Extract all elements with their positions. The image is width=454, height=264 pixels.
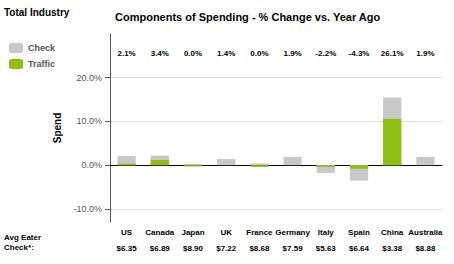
svg-text:Australia: Australia — [408, 228, 443, 237]
svg-text:1.4%: 1.4% — [217, 49, 235, 58]
svg-text:Germany: Germany — [275, 228, 310, 237]
svg-text:Total Industry: Total Industry — [4, 7, 70, 18]
svg-text:Spend: Spend — [52, 113, 63, 144]
svg-text:$8.68: $8.68 — [249, 244, 270, 253]
svg-text:0.0%: 0.0% — [81, 160, 102, 170]
svg-text:Check: Check — [28, 43, 56, 53]
svg-text:1.9%: 1.9% — [283, 49, 301, 58]
svg-text:-4.3%: -4.3% — [349, 49, 370, 58]
svg-text:Components of Spending - % Cha: Components of Spending - % Change vs. Ye… — [115, 11, 381, 23]
svg-text:Traffic: Traffic — [28, 59, 55, 69]
svg-text:Check*:: Check*: — [4, 243, 34, 252]
svg-text:UK: UK — [220, 228, 232, 237]
svg-text:$6.89: $6.89 — [150, 244, 171, 253]
svg-text:Italy: Italy — [318, 228, 335, 237]
svg-text:$6.35: $6.35 — [117, 244, 138, 253]
svg-text:$8.90: $8.90 — [183, 244, 204, 253]
svg-text:26.1%: 26.1% — [381, 49, 404, 58]
svg-text:China: China — [381, 228, 404, 237]
svg-text:France: France — [246, 228, 273, 237]
svg-text:$3.38: $3.38 — [382, 244, 403, 253]
svg-text:Avg Eater: Avg Eater — [4, 233, 41, 242]
svg-text:$8.88: $8.88 — [415, 244, 436, 253]
svg-text:$7.22: $7.22 — [216, 244, 237, 253]
svg-text:2.1%: 2.1% — [117, 49, 135, 58]
svg-text:20.0%: 20.0% — [76, 73, 102, 83]
svg-text:0.0%: 0.0% — [250, 49, 268, 58]
svg-text:-10.0%: -10.0% — [73, 204, 102, 214]
svg-text:Canada: Canada — [145, 228, 174, 237]
svg-text:Japan: Japan — [181, 228, 204, 237]
svg-text:-2.2%: -2.2% — [315, 49, 336, 58]
svg-text:Spain: Spain — [348, 228, 370, 237]
svg-text:10.0%: 10.0% — [76, 116, 102, 126]
svg-text:$6.64: $6.64 — [349, 244, 370, 253]
svg-text:$7.59: $7.59 — [283, 244, 304, 253]
svg-text:3.4%: 3.4% — [151, 49, 169, 58]
svg-text:1.9%: 1.9% — [416, 49, 434, 58]
svg-text:$5.63: $5.63 — [316, 244, 337, 253]
svg-text:US: US — [121, 228, 133, 237]
svg-text:0.0%: 0.0% — [184, 49, 202, 58]
